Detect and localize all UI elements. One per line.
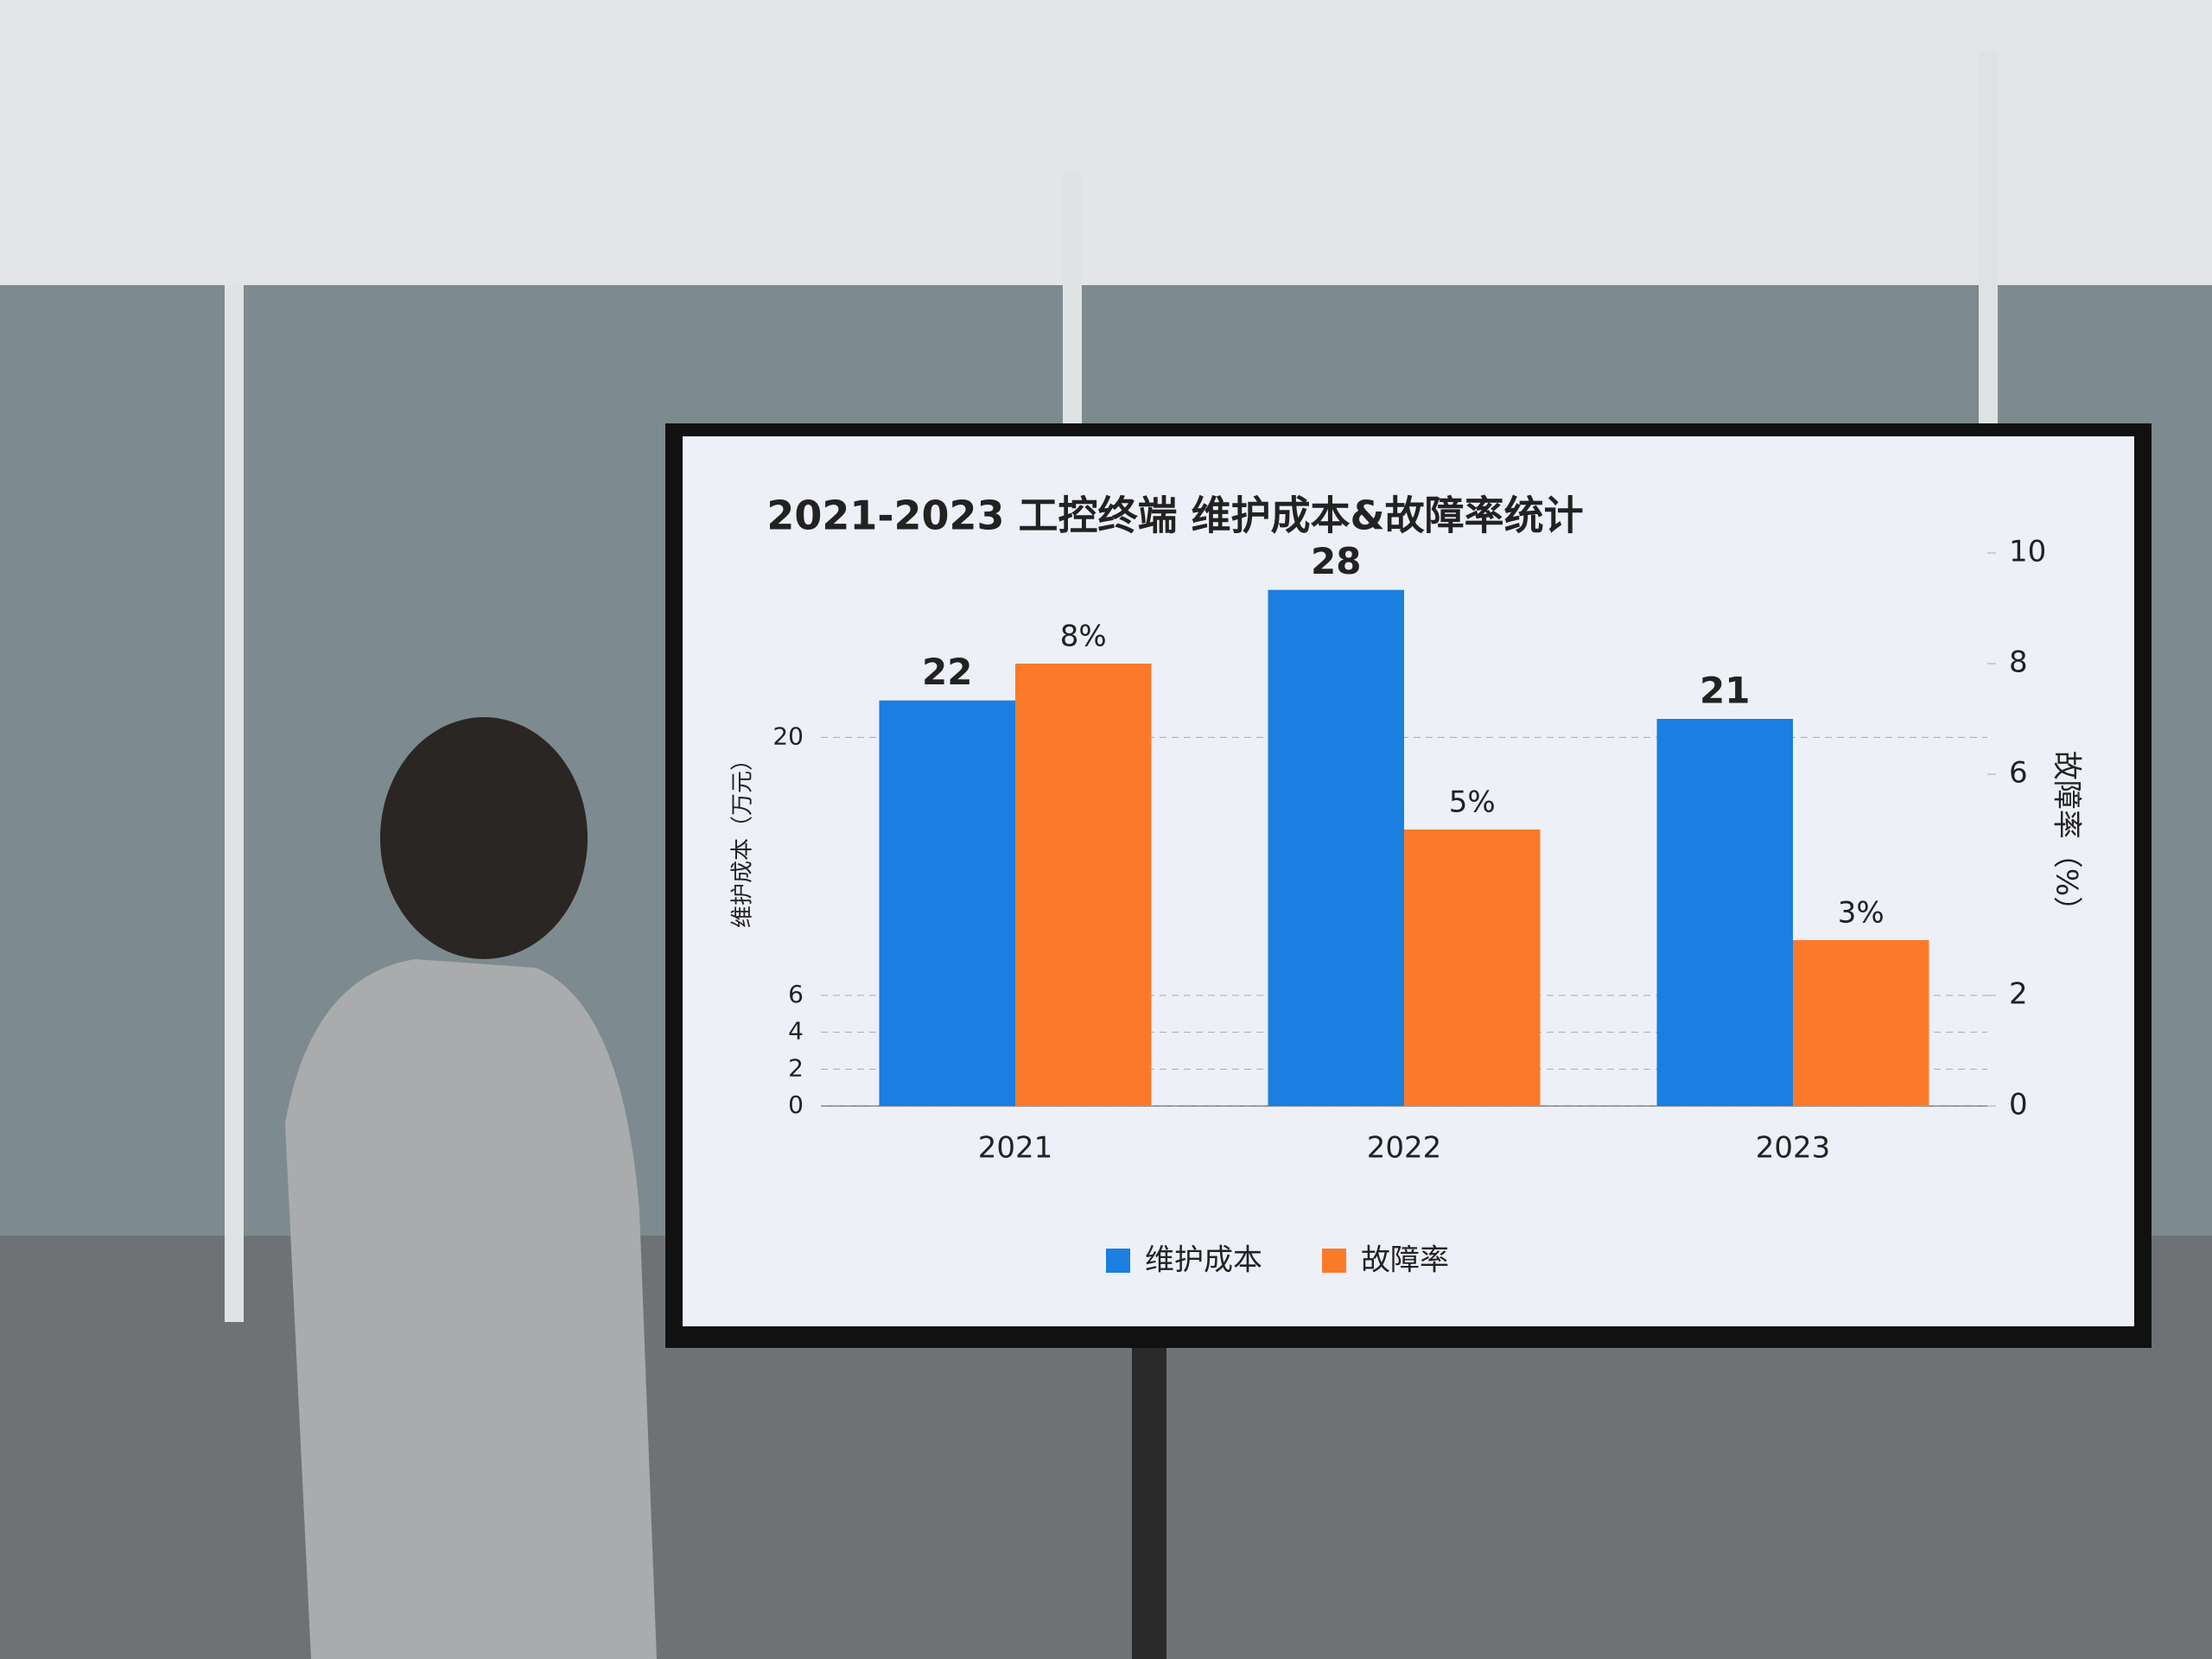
y-tick-label: 4 [788,1017,804,1046]
monitor-stand [1132,1348,1166,1659]
x-tick-label: 2023 [1756,1131,1831,1166]
bar [1015,664,1152,1106]
data-label: 3% [1838,896,1885,931]
x-tick-label: 2021 [978,1131,1053,1166]
legend-label: 故障率 [1361,1243,1449,1278]
data-label: 21 [1700,670,1750,712]
y-tick-label: 6 [788,980,804,1008]
chart-title: 2021-2023 工控终端 维护成本&故障率统计 [766,493,1583,539]
data-label: 5% [1449,785,1496,820]
legend-swatch [1106,1249,1130,1273]
legend-label: 维护成本 [1145,1243,1262,1278]
y-tick-label: 2 [788,1053,804,1082]
window-frame [225,285,244,1322]
y-tick-label: 0 [788,1090,804,1119]
person [285,959,657,1659]
data-label: 22 [922,651,972,693]
data-label: 8% [1060,620,1107,654]
y-axis-label: 维护成本（万元） [730,748,756,928]
y2-tick-label: 8 [2009,645,2028,680]
y2-tick-label: 2 [2009,977,2028,1012]
ceiling [0,0,2212,285]
bar [1268,589,1404,1106]
bar [1404,830,1541,1106]
data-label: 28 [1311,540,1361,582]
y2-tick-label: 0 [2009,1088,2028,1122]
x-tick-label: 2022 [1367,1131,1442,1166]
chart: 2021-2023 工控终端 维护成本&故障率统计 维护成本（万元） 故障率（%… [730,493,2084,1278]
bar [1656,719,1793,1106]
person-head [380,717,588,959]
bar [1793,940,1929,1106]
y2-tick-label: 10 [2009,535,2046,569]
y2-tick-label: 6 [2009,756,2028,791]
y-tick-label: 20 [772,721,804,750]
bar [879,700,1015,1106]
y2-axis-label: 故障率（%） [2050,751,2084,925]
legend-swatch [1322,1249,1346,1273]
